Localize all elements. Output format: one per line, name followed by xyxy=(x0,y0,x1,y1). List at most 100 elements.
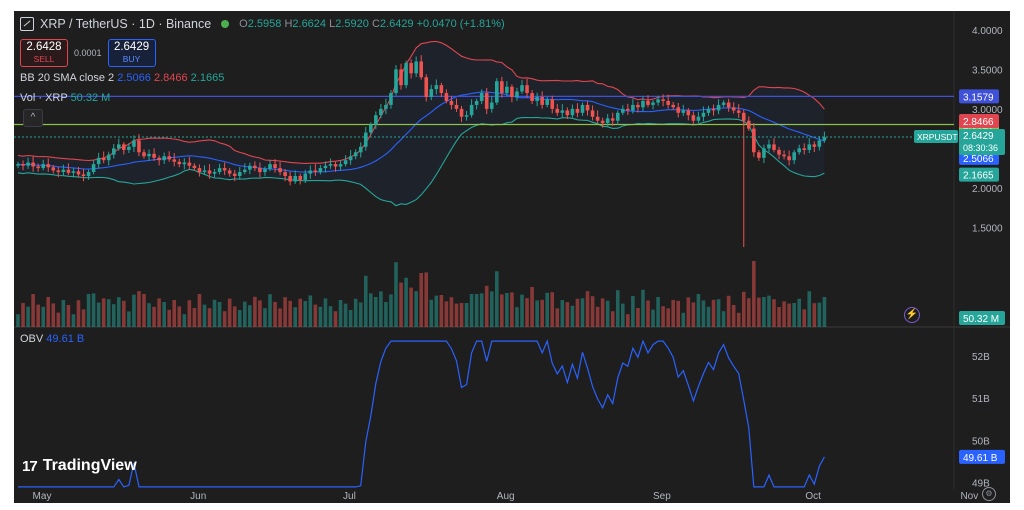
candle xyxy=(147,153,151,157)
volume-bar xyxy=(590,296,595,327)
candle xyxy=(691,115,696,121)
candle xyxy=(222,168,227,171)
candle xyxy=(117,144,121,149)
volume-bar xyxy=(555,308,560,327)
candle xyxy=(731,107,736,111)
obv-tick-label: 51B xyxy=(972,394,990,405)
volume-bar xyxy=(389,294,393,327)
candle xyxy=(152,153,156,158)
volume-bar xyxy=(525,298,529,327)
candle xyxy=(172,159,177,162)
sell-button[interactable]: 2.6428 SELL xyxy=(20,39,68,67)
candle xyxy=(807,144,812,150)
volume-legend[interactable]: Vol · XRP 50.32 M xyxy=(20,92,111,104)
candle xyxy=(358,146,363,153)
candle xyxy=(318,168,323,173)
candle xyxy=(651,102,655,105)
candle xyxy=(711,108,716,111)
buy-button[interactable]: 2.6429 BUY xyxy=(107,39,156,67)
settings-gear-icon[interactable]: ⚙ xyxy=(982,487,996,501)
volume-bar xyxy=(424,272,429,327)
candle xyxy=(86,172,91,176)
candle xyxy=(792,152,796,161)
candle xyxy=(752,128,756,153)
last-price-box xyxy=(959,129,1005,156)
volume-bar xyxy=(217,302,222,327)
candle xyxy=(434,85,439,90)
candle xyxy=(379,108,383,116)
candle xyxy=(389,93,393,105)
volume-bar xyxy=(328,306,333,327)
volume-bar xyxy=(51,303,56,327)
volume-bar xyxy=(439,295,444,327)
volume-bar xyxy=(469,294,474,327)
volume-bar xyxy=(379,291,383,327)
candle xyxy=(26,162,30,166)
candle xyxy=(303,173,308,180)
bollinger-legend[interactable]: BB 20 SMA close 2 2.5066 2.8466 2.1665 xyxy=(20,72,225,84)
volume-bar xyxy=(31,294,35,327)
candle xyxy=(505,86,509,94)
volume-bar xyxy=(671,300,675,327)
symbol-tag: XRPUSDT xyxy=(917,132,958,142)
volume-bar xyxy=(550,292,555,327)
last-price-label: 2.6429 xyxy=(963,131,994,142)
time-tick-jun: Jun xyxy=(190,491,206,502)
chart-canvas[interactable]: 4.00003.50003.00002.50002.00001.50003.15… xyxy=(14,11,1010,503)
tradingview-logo[interactable]: 17 TradingView xyxy=(22,457,137,475)
price-tag-2.1665-box xyxy=(959,167,999,182)
volume-bar xyxy=(187,300,192,327)
lightning-icon[interactable]: ⚡ xyxy=(904,307,920,323)
symbol-search-icon[interactable] xyxy=(20,17,34,31)
volume-bar xyxy=(338,300,343,327)
candle xyxy=(51,167,56,171)
volume-bar xyxy=(268,294,272,327)
volume-bar xyxy=(772,299,776,327)
volume-bar xyxy=(459,303,464,327)
candle xyxy=(31,162,35,167)
volume-bar xyxy=(706,306,711,327)
price-tick-label: 3.5000 xyxy=(972,65,1003,76)
candle xyxy=(162,156,166,161)
volume-bar xyxy=(318,306,323,327)
candle xyxy=(822,137,827,141)
tradingview-logo-icon: 17 xyxy=(22,457,38,475)
candle xyxy=(263,168,267,173)
volume-bar xyxy=(66,305,71,327)
candle xyxy=(207,170,212,174)
volume-bar xyxy=(192,308,197,327)
candle xyxy=(464,115,469,117)
candle xyxy=(777,149,781,155)
volume-bar xyxy=(479,293,484,327)
candle xyxy=(762,148,766,158)
symbol-title[interactable]: XRP / TetherUS · 1D · Binance xyxy=(40,17,212,31)
volume-bar xyxy=(243,301,247,327)
volume-bar xyxy=(691,302,696,327)
candle xyxy=(550,99,555,109)
obv-legend[interactable]: OBV 49.61 B xyxy=(20,333,85,345)
volume-bar xyxy=(666,308,670,327)
candle xyxy=(454,104,459,109)
collapse-legend-icon[interactable]: ^ xyxy=(23,109,43,127)
market-status-icon xyxy=(221,20,230,28)
candle xyxy=(127,146,131,150)
volume-bar xyxy=(353,298,358,327)
candle xyxy=(283,172,287,176)
obv-tag-label: 49.61 B xyxy=(963,453,998,464)
volume-bar xyxy=(500,294,504,327)
volume-bar xyxy=(278,308,282,327)
candle xyxy=(439,85,444,94)
volume-bar xyxy=(696,294,701,327)
candle xyxy=(525,85,529,94)
volume-bar xyxy=(227,298,232,327)
volume-bar xyxy=(16,314,20,327)
candle xyxy=(797,148,801,153)
volume-bar xyxy=(610,311,615,327)
volume-bar xyxy=(641,289,645,327)
candle xyxy=(636,104,640,108)
time-tick-oct: Oct xyxy=(805,491,821,502)
volume-bar xyxy=(212,299,217,327)
volume-bar xyxy=(464,303,469,327)
candle xyxy=(369,124,373,133)
volume-bar xyxy=(646,300,650,327)
